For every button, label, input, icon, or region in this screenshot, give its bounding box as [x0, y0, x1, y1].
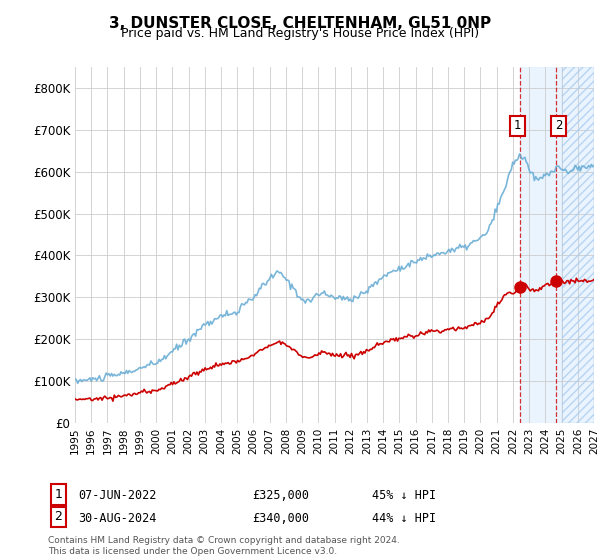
Bar — [520, 67, 594, 423]
Text: Contains HM Land Registry data © Crown copyright and database right 2024.
This d: Contains HM Land Registry data © Crown c… — [48, 536, 400, 556]
Text: Price paid vs. HM Land Registry's House Price Index (HPI): Price paid vs. HM Land Registry's House … — [121, 27, 479, 40]
Text: 2: 2 — [555, 119, 562, 132]
Text: 45% ↓ HPI: 45% ↓ HPI — [372, 489, 436, 502]
Text: 07-JUN-2022: 07-JUN-2022 — [78, 489, 157, 502]
Text: 3, DUNSTER CLOSE, CHELTENHAM, GL51 0NP: 3, DUNSTER CLOSE, CHELTENHAM, GL51 0NP — [109, 16, 491, 31]
Text: 1: 1 — [55, 488, 62, 501]
Text: £340,000: £340,000 — [252, 511, 309, 525]
Bar — [562, 67, 594, 423]
Text: 1: 1 — [514, 119, 521, 132]
Text: 30-AUG-2024: 30-AUG-2024 — [78, 511, 157, 525]
Text: £325,000: £325,000 — [252, 489, 309, 502]
Text: 2: 2 — [55, 510, 62, 524]
Text: 44% ↓ HPI: 44% ↓ HPI — [372, 511, 436, 525]
